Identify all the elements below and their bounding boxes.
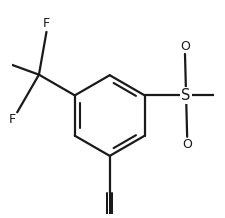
Text: F: F <box>9 113 16 126</box>
Text: O: O <box>181 138 191 151</box>
Text: O: O <box>179 40 189 53</box>
Text: F: F <box>43 17 50 30</box>
Text: S: S <box>181 88 190 103</box>
